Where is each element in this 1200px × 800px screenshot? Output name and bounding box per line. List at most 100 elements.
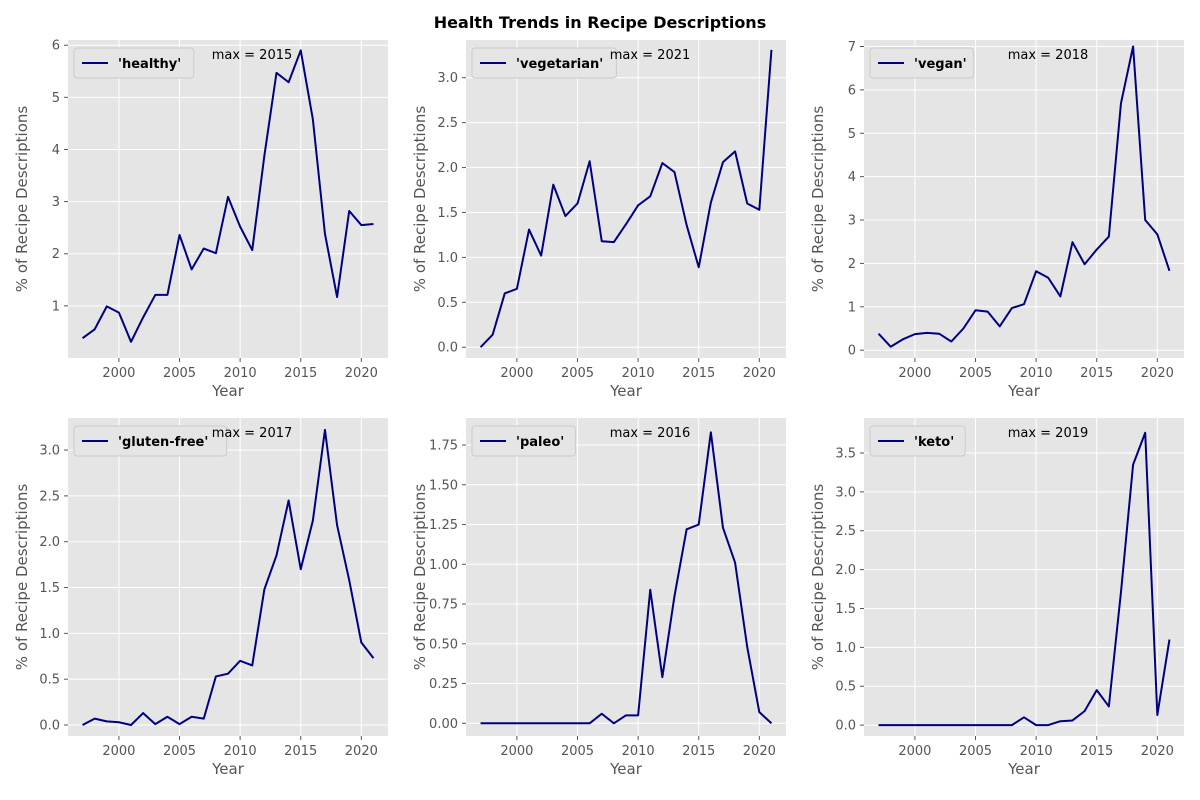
y-tick-label: 1.00 [429,558,458,573]
x-tick-label: 2000 [500,744,533,759]
y-tick-label: 0.5 [39,673,60,688]
y-tick-label: 3 [52,195,60,210]
legend-box [73,425,228,457]
y-tick-label: 5 [52,91,60,106]
series-line [878,431,1171,727]
x-tick-label: 2020 [1141,744,1174,759]
series-line [877,45,1171,348]
y-tick-label: 1.0 [39,627,60,642]
y-tick-label: 1.5 [39,581,60,596]
y-tick-label: 6 [848,83,856,98]
legend: 'keto' [869,425,966,457]
y-tick-label: 0.50 [429,637,458,652]
y-axis-label: % of Recipe Descriptions [411,484,429,671]
x-tick-label: 2005 [959,366,992,381]
y-tick-label: 1.5 [437,206,458,221]
y-tick-label: 2.5 [835,524,856,539]
chart-panel-2: 2000 2005 2010 2015 2020 0.0 0.5 1.0 1.5 2.0 2.5 3.… [411,40,786,400]
x-axis-label: Year [609,760,643,778]
y-axis-label: % of Recipe Descriptions [809,484,827,671]
y-tick-label: 1.0 [835,641,856,656]
y-tick-label: 0.25 [429,677,458,692]
chart-panel-6: 2000 2005 2010 2015 2020 0.0 0.5 1.0 1.5 2.0 2.5 3.… [809,418,1184,778]
y-tick-label: 0.5 [835,680,856,695]
y-tick-label: 2.0 [39,535,60,550]
y-tick-label: 0.5 [437,296,458,311]
series-line [81,49,374,343]
y-axis-label: % of Recipe Descriptions [13,484,31,671]
x-tick-label: 2005 [561,366,594,381]
legend-label: 'keto' [914,435,954,450]
x-tick-label: 2000 [898,744,931,759]
y-axis-label: % of Recipe Descriptions [809,106,827,293]
max-annotation: max = 2016 [610,426,691,441]
y-tick-label: 7 [848,40,856,55]
y-tick-label: 0.0 [437,341,458,356]
x-tick-label: 2010 [622,744,655,759]
x-tick-label: 2005 [561,744,594,759]
chart-panel-5: 2000 2005 2010 2015 2020 0.00 0.25 0.50 0.75 1.00… [411,418,786,778]
x-tick-label: 2010 [224,744,257,759]
y-tick-label: 0.75 [429,598,458,613]
max-annotation: max = 2017 [212,426,293,441]
y-tick-label: 1.50 [429,478,458,493]
y-tick-label: 2.0 [835,563,856,578]
legend-label: 'vegetarian' [516,57,603,72]
plot-area [466,418,786,736]
series-line [82,428,375,726]
legend-box [471,47,617,79]
max-annotation: max = 2015 [212,48,293,63]
x-tick-label: 2010 [224,366,257,381]
max-annotation: max = 2018 [1008,48,1089,63]
chart-panel-4: 2000 2005 2010 2015 2020 0.0 0.5 1.0 1.5 2.0 2.5 3.… [13,418,388,778]
x-tick-label: 2000 [102,744,135,759]
y-tick-label: 6 [52,39,60,54]
x-tick-label: 2020 [1141,366,1174,381]
x-tick-label: 2015 [1080,366,1113,381]
y-tick-label: 3.0 [39,444,60,459]
x-tick-label: 2015 [682,366,715,381]
x-tick-label: 2010 [1020,744,1053,759]
legend-label: 'gluten-free' [118,435,208,450]
series-line [480,431,773,725]
legend: 'gluten-free' [73,425,228,457]
x-tick-label: 2000 [102,366,135,381]
x-tick-label: 2010 [622,366,655,381]
x-tick-label: 2005 [959,744,992,759]
max-annotation: max = 2019 [1008,426,1089,441]
y-tick-label: 2.0 [437,161,458,176]
legend: 'vegan' [869,47,974,79]
legend-box [869,47,974,79]
x-tick-label: 2015 [682,744,715,759]
legend-label: 'vegan' [914,57,967,72]
y-axis-label: % of Recipe Descriptions [411,106,429,293]
y-axis-label: % of Recipe Descriptions [13,106,31,293]
x-tick-label: 2015 [284,744,317,759]
y-tick-label: 2.5 [39,489,60,504]
x-tick-label: 2020 [743,744,776,759]
x-axis-label: Year [211,760,245,778]
legend-box [73,47,195,79]
y-tick-label: 0.0 [39,719,60,734]
plot-area [864,418,1184,736]
y-tick-label: 3.0 [835,485,856,500]
plot-area [466,40,786,358]
legend: 'vegetarian' [471,47,617,79]
chart-panel-3: 2000 2005 2010 2015 2020 0 1 2 3 4 5 6 7 Year % of Rec… [809,40,1184,400]
x-tick-label: 2020 [743,366,776,381]
figure-title: Health Trends in Recipe Descriptions [434,13,766,32]
plot-area [68,418,388,736]
x-tick-label: 2000 [500,366,533,381]
chart-panel-1: 2000 2005 2010 2015 2020 1 2 3 4 5 6 Year % of Recip… [13,39,388,400]
y-tick-label: 3.0 [437,71,458,86]
x-tick-label: 2000 [898,366,931,381]
y-tick-label: 5 [848,127,856,142]
x-tick-label: 2020 [345,366,378,381]
legend: 'healthy' [73,47,195,79]
legend-label: 'healthy' [118,57,181,72]
y-tick-label: 1 [52,299,60,314]
y-tick-label: 1.5 [835,602,856,617]
y-tick-label: 4 [848,170,856,185]
x-tick-label: 2015 [1080,744,1113,759]
